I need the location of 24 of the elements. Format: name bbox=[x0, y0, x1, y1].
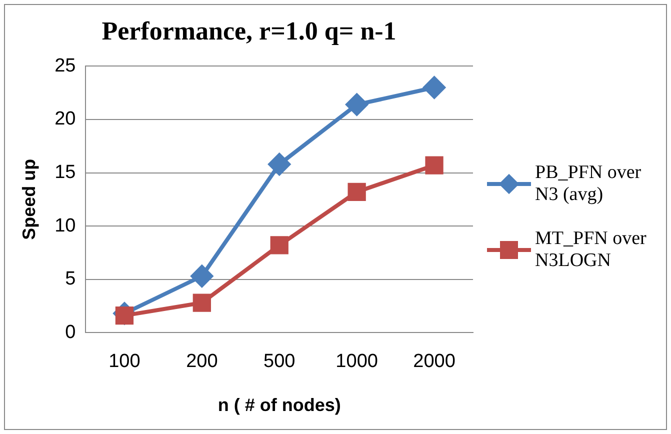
x-tick-label: 1000 bbox=[336, 351, 378, 372]
y-axis-title: Speed up bbox=[18, 158, 39, 240]
x-tick-label: 500 bbox=[264, 351, 296, 372]
y-tick-label: 15 bbox=[54, 162, 76, 183]
point bbox=[190, 265, 213, 288]
point bbox=[192, 294, 211, 312]
point bbox=[348, 182, 366, 202]
x-tick-label: 100 bbox=[108, 351, 140, 372]
legend-label: MT_PFN over N3LOGN bbox=[535, 228, 648, 272]
y-tick-label: 10 bbox=[54, 215, 76, 236]
point bbox=[425, 156, 444, 174]
x-tick-label: 200 bbox=[186, 351, 218, 372]
y-tick-label: 25 bbox=[54, 55, 76, 76]
x-axis-title: n ( # of nodes) bbox=[218, 395, 341, 416]
point bbox=[270, 236, 288, 254]
y-tick-label: 5 bbox=[65, 268, 76, 290]
y-tick-label: 0 bbox=[65, 322, 76, 343]
point bbox=[346, 94, 368, 116]
point bbox=[268, 153, 290, 176]
point bbox=[423, 76, 446, 99]
legend-label: PB_PFN over N3 (avg) bbox=[535, 162, 642, 206]
chart-title: Performance, r=1.0 q= n-1 bbox=[102, 16, 396, 46]
y-tick-label: 20 bbox=[54, 108, 76, 130]
x-tick-label: 2000 bbox=[413, 351, 456, 372]
